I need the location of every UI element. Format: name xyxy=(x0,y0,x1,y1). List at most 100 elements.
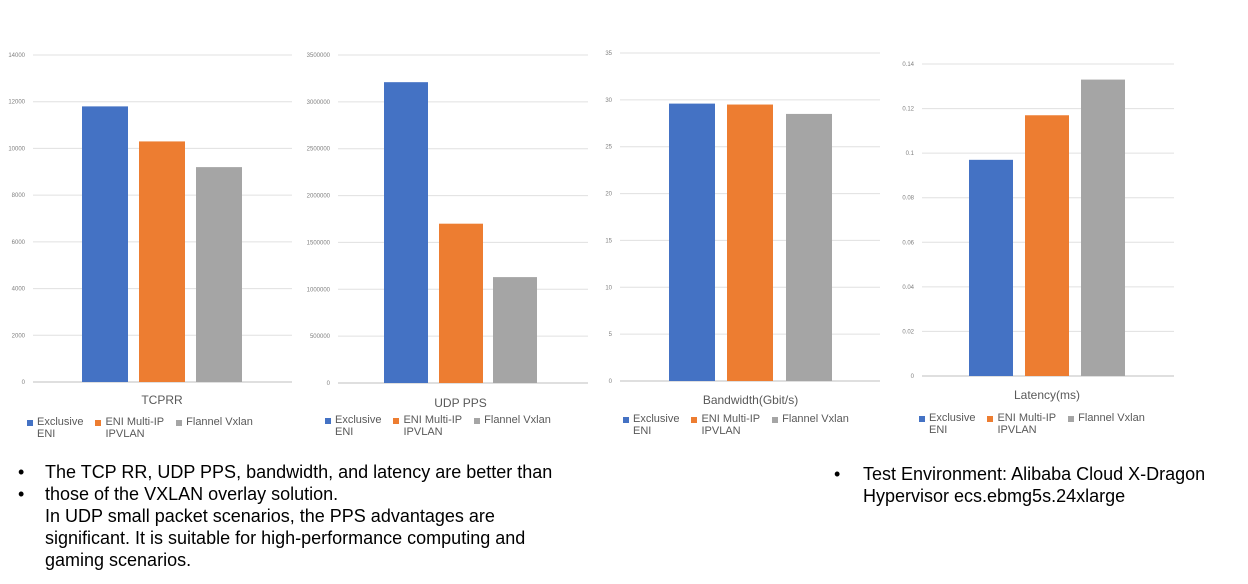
y-tick-label: 3500000 xyxy=(307,53,331,59)
legend-swatch xyxy=(1068,416,1075,422)
y-tick-label: 0 xyxy=(22,380,26,386)
legend-label: ENI Multi-IP IPVLAN xyxy=(105,416,164,440)
note-text: Test Environment: Alibaba Cloud X-Dragon xyxy=(863,464,1206,484)
legend-label-line: Exclusive xyxy=(633,413,680,425)
y-tick-label: 2000 xyxy=(12,333,26,339)
legend-label-line: ENI xyxy=(929,424,948,436)
y-tick-label: 0.06 xyxy=(902,240,914,246)
bar-3 xyxy=(786,113,832,382)
bar-2 xyxy=(439,223,483,383)
legend-item-2: ENI Multi-IP IPVLAN xyxy=(691,413,760,437)
legend-label: Flannel Vxlan xyxy=(782,413,849,425)
legend-swatch xyxy=(919,416,925,422)
y-tick-label: 5 xyxy=(609,332,613,338)
y-tick-label: 15 xyxy=(605,238,612,244)
legend-label-line: Exclusive xyxy=(929,412,976,424)
legend-item-2: ENI Multi-IP IPVLAN xyxy=(95,416,164,440)
y-tick-label: 4000 xyxy=(12,287,26,293)
y-tick-label: 0 xyxy=(911,374,915,380)
legend-label-line: IPVLAN xyxy=(403,426,443,438)
y-tick-label: 0 xyxy=(609,379,613,385)
legend-item-2: ENI Multi-IP IPVLAN xyxy=(987,412,1056,436)
y-tick-label: 0.02 xyxy=(902,329,914,335)
legend-label-line: ENI Multi-IP xyxy=(105,416,165,428)
y-tick-label: 0.12 xyxy=(902,107,914,113)
legend-swatch xyxy=(987,416,994,422)
legend-latency: Exclusive ENI ENI Multi-IP IPVLAN Flannel Vx… xyxy=(919,412,1157,436)
bar-1 xyxy=(669,103,715,381)
y-tick-label: 0.08 xyxy=(902,196,914,202)
y-tick-label: 3000000 xyxy=(307,100,331,106)
chart-title: TCPRR xyxy=(141,393,183,407)
bar-1 xyxy=(384,82,428,384)
bullet-marker: • xyxy=(834,464,841,484)
test-environment-note: • Test Environment: Alibaba Cloud X-Drag… xyxy=(834,463,1234,507)
note-continuation-3: gaming scenarios. xyxy=(45,550,192,570)
legend-label: ENI Multi-IP IPVLAN xyxy=(403,414,462,438)
legend-swatch xyxy=(474,418,481,424)
legend-item-3: Flannel Vxlan xyxy=(176,416,253,428)
legend-item-3: Flannel Vxlan xyxy=(772,413,849,425)
note-continuation-1: In UDP small packet scenarios, the PPS a… xyxy=(45,506,495,526)
legend-label: Exclusive ENI xyxy=(335,414,381,438)
legend-label: Flannel Vxlan xyxy=(484,414,551,426)
legend-label-line: IPVLAN xyxy=(105,428,145,440)
legend-label-line: Exclusive xyxy=(37,416,84,428)
legend-bandwidth: Exclusive ENI ENI Multi-IP IPVLAN Flannel Vx… xyxy=(623,413,861,437)
y-tick-label: 20 xyxy=(605,192,612,198)
y-tick-label: 0.14 xyxy=(902,62,914,68)
legend-item-3: Flannel Vxlan xyxy=(474,414,551,426)
chart-title: Latency(ms) xyxy=(1014,388,1080,402)
y-tick-label: 8000 xyxy=(12,193,26,199)
y-tick-label: 30 xyxy=(605,98,612,104)
y-tick-label: 14000 xyxy=(8,53,25,59)
note-bullet-2: • those of the VXLAN overlay solution. xyxy=(18,483,598,505)
legend-label-line: ENI Multi-IP xyxy=(403,414,463,426)
legend-label-line: Flannel Vxlan xyxy=(484,414,551,426)
y-tick-label: 2000000 xyxy=(307,194,331,200)
note-continuation-2: significant. It is suitable for high-per… xyxy=(45,528,526,548)
legend-swatch xyxy=(27,420,33,426)
legend-label: Exclusive ENI xyxy=(929,412,975,436)
bar-1 xyxy=(969,159,1013,376)
legend-label: Exclusive ENI xyxy=(633,413,679,437)
y-tick-label: 10 xyxy=(605,285,612,291)
note-text: The TCP RR, UDP PPS, bandwidth, and late… xyxy=(45,462,553,482)
legend-item-3: Flannel Vxlan xyxy=(1068,412,1145,424)
legend-label-line: ENI xyxy=(335,426,354,438)
legend-label-line: ENI xyxy=(37,428,56,440)
legend-label-line: Exclusive xyxy=(335,414,382,426)
bar-3 xyxy=(1081,79,1125,376)
legend-label-line: ENI Multi-IP xyxy=(701,413,761,425)
legend-label-line: Flannel Vxlan xyxy=(782,413,849,425)
legend-label: Exclusive ENI xyxy=(37,416,83,440)
legend-swatch xyxy=(176,420,183,426)
legend-item-1: Exclusive ENI xyxy=(325,414,381,438)
legend-swatch xyxy=(95,420,102,426)
y-tick-label: 10000 xyxy=(8,146,25,152)
bar-2 xyxy=(139,141,185,382)
legend-tcprr: Exclusive ENI ENI Multi-IP IPVLAN Flannel Vx… xyxy=(27,416,265,440)
bar-1 xyxy=(82,106,128,382)
y-tick-label: 2500000 xyxy=(307,147,331,153)
note-text: Hypervisor ecs.ebmg5s.24xlarge xyxy=(863,486,1126,506)
legend-udp-pps: Exclusive ENI ENI Multi-IP IPVLAN Flannel Vx… xyxy=(325,414,563,438)
note-bullet-1: • The TCP RR, UDP PPS, bandwidth, and la… xyxy=(18,461,598,483)
chart-title: UDP PPS xyxy=(434,396,486,410)
y-tick-label: 500000 xyxy=(310,334,331,340)
y-tick-label: 35 xyxy=(605,51,612,57)
y-tick-label: 25 xyxy=(605,145,612,151)
legend-swatch xyxy=(691,417,698,423)
y-tick-label: 0.04 xyxy=(902,285,914,291)
chart-title: Bandwidth(Gbit/s) xyxy=(703,393,798,407)
legend-label: Flannel Vxlan xyxy=(186,416,253,428)
bullet-marker: • xyxy=(18,462,25,482)
legend-swatch xyxy=(393,418,400,424)
y-tick-label: 1500000 xyxy=(307,240,331,246)
legend-label-line: IPVLAN xyxy=(701,425,741,437)
bullet-marker: • xyxy=(18,484,25,504)
y-tick-label: 0 xyxy=(327,381,331,387)
notes-right: • Test Environment: Alibaba Cloud X-Drag… xyxy=(834,463,1234,507)
bar-3 xyxy=(196,167,242,382)
